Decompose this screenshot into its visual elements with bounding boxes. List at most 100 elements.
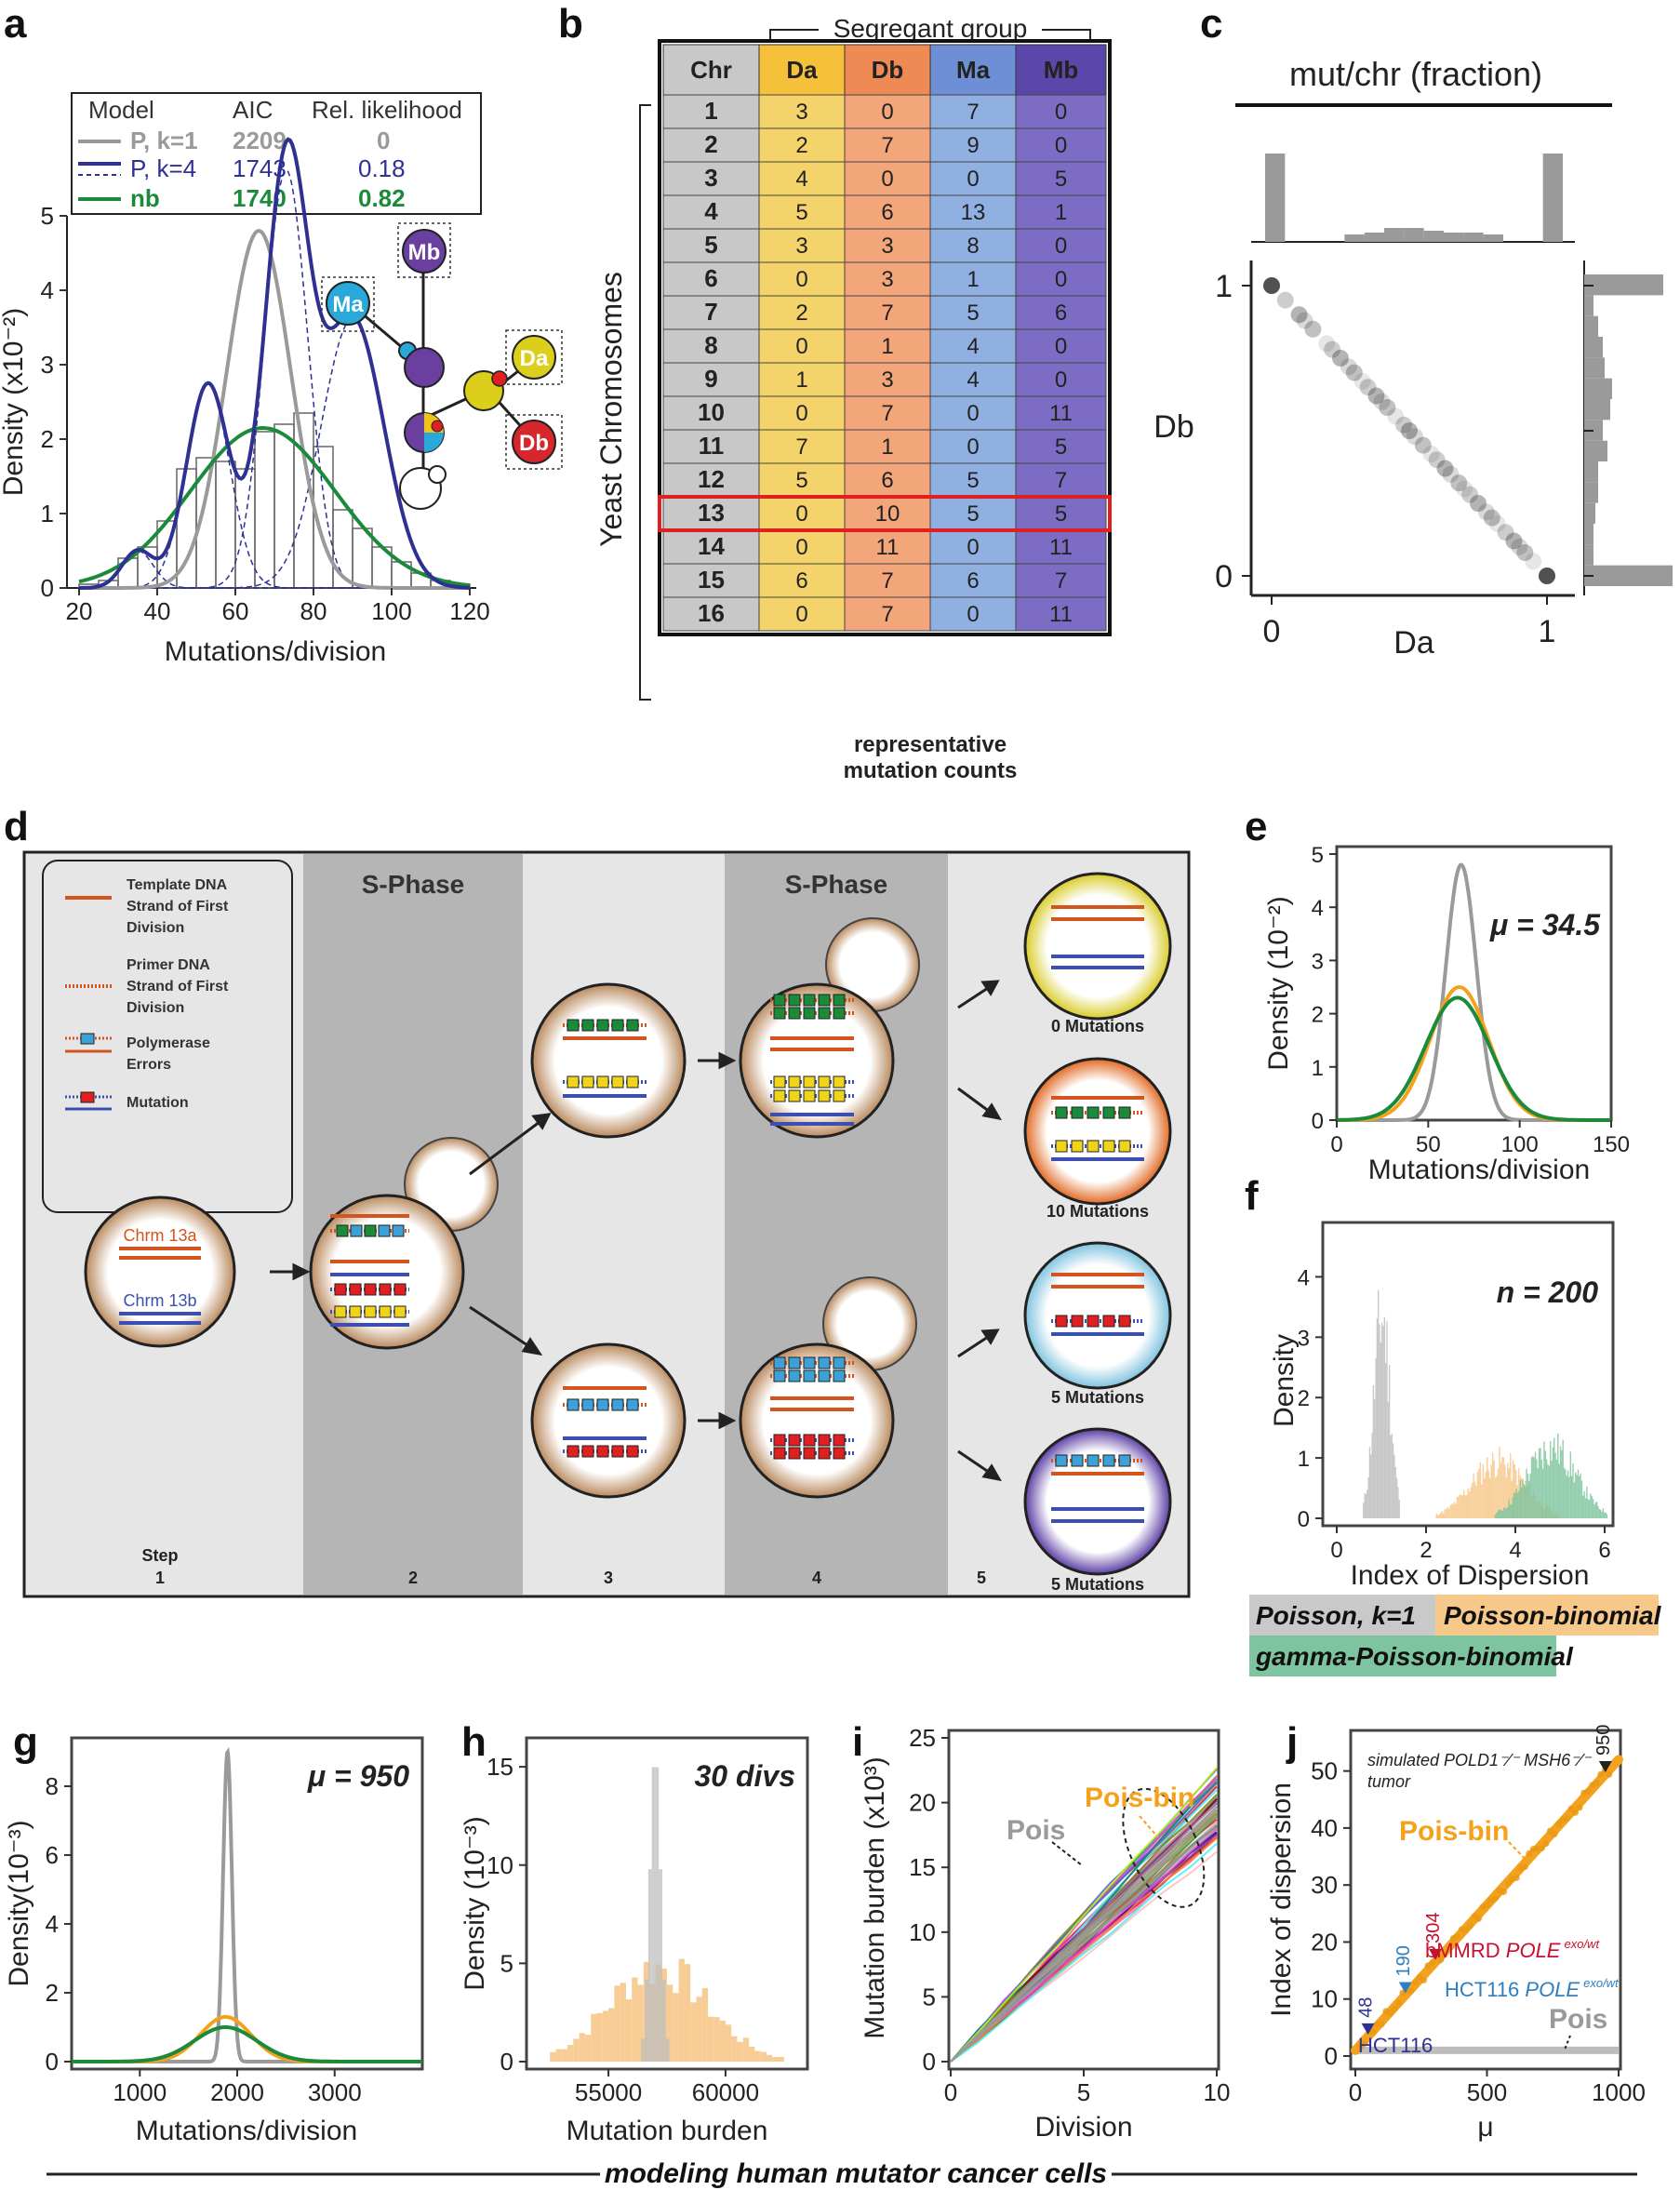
hist-bar-pbin: [579, 2033, 585, 2062]
hist-bar-gpb: [1527, 1474, 1529, 1518]
poisson-line: [950, 1827, 1218, 2063]
error-box: [567, 1075, 580, 1088]
pois-bin-point: [1407, 1986, 1415, 1994]
hist-bar-pbin: [1487, 1470, 1489, 1518]
table-cell-value: 14: [698, 532, 725, 560]
error-box: [379, 1283, 392, 1296]
table-cell: [758, 261, 846, 297]
table-cell-value: 0: [795, 501, 807, 527]
table-cell: [662, 328, 760, 364]
y-tick-label: 1: [41, 500, 54, 527]
table-cell-value: 8: [704, 331, 717, 359]
pois-bin-point: [1593, 1780, 1600, 1787]
hist-bar-pbin: [573, 2038, 580, 2062]
hist-bar-gpb: [1546, 1459, 1548, 1518]
error-box: [1102, 1454, 1115, 1467]
node-mb: [402, 229, 447, 274]
step-3: 3: [604, 1569, 613, 1587]
ylabel-e: Density (10⁻²): [1263, 896, 1294, 1071]
hist-bar-pbin: [1507, 1462, 1509, 1518]
pois-bin-point: [1412, 1979, 1420, 1986]
x-tick-label: 40: [144, 597, 171, 625]
hist-bar-pbin: [696, 1996, 702, 2062]
error-box: [788, 994, 801, 1007]
y-tick-label: 3: [1312, 949, 1324, 974]
hist-bar-gpb: [1579, 1476, 1580, 1518]
x-tick-label: 60: [222, 597, 249, 625]
error-box: [1102, 1140, 1115, 1153]
table-cell-value: 7: [881, 602, 893, 627]
table-cell-value: 1: [795, 367, 807, 393]
pois-bin-point: [1551, 1831, 1558, 1838]
hist-bar-poisson: [1386, 1321, 1388, 1518]
hist-bar-gpb: [1565, 1469, 1567, 1518]
hist-bar-gpb: [1508, 1499, 1510, 1518]
hist-bar-poisson: [655, 1767, 660, 2062]
x-tick-label: 0: [1330, 1538, 1342, 1563]
group-bracket: [769, 29, 1091, 42]
pois-bin-point: [1606, 1770, 1613, 1778]
table-cell-value: 1: [881, 334, 893, 359]
error-box: [773, 994, 786, 1007]
error-box: [1118, 1315, 1131, 1328]
node-da: [512, 335, 556, 380]
cell: [1023, 872, 1172, 1021]
hist-bar-gpb: [1501, 1510, 1504, 1518]
table-cell: [662, 429, 760, 464]
right-hist-bar: [1584, 357, 1605, 379]
table-cell: [929, 295, 1017, 330]
scatter-point: [1483, 509, 1500, 527]
y-tick-label: 5: [41, 202, 54, 230]
node-root-mix-db: [431, 420, 444, 433]
ylabel-f: Density: [1269, 1334, 1300, 1427]
xlabel-g: Mutations/division: [136, 2116, 357, 2146]
error-box: [364, 1224, 377, 1237]
legend-template-l2: Strand of First: [127, 899, 229, 915]
hist-bar-gpb: [1604, 1512, 1606, 1518]
hist-bar-pbin: [1452, 1503, 1454, 1518]
hist-bar-gpb: [1529, 1473, 1531, 1518]
hist-bar-pbin: [1508, 1467, 1511, 1518]
hist-bar-gpb: [1586, 1486, 1588, 1518]
error-box: [626, 1445, 639, 1458]
plot-e: 0 50 100 150 0 1 2 3 4 5: [1312, 843, 1630, 1157]
hist-bar-pbin: [637, 1984, 644, 2062]
legend-model-nb: nb: [130, 184, 160, 212]
hist-bar-pbin: [1513, 1464, 1515, 1518]
error-box: [1102, 1315, 1115, 1328]
hist-bar-pbin: [1468, 1491, 1471, 1518]
error-box: [818, 1007, 831, 1020]
node-label-da: Da: [520, 346, 549, 371]
table-footer-2: mutation counts: [844, 758, 1018, 783]
annotation-j-1: simulated POLD1⁻⁄⁻ MSH6⁻⁄⁻: [1367, 1751, 1593, 1769]
ylabel-h: Density (10⁻³): [460, 1816, 490, 1991]
hist-bar-gpb: [1575, 1472, 1577, 1518]
hist-bar-pbin: [1479, 1462, 1482, 1518]
x-tick-label: 10: [1204, 2078, 1231, 2106]
hist-bar-gpb: [1551, 1461, 1553, 1518]
table-cell: [662, 228, 760, 263]
y-tick-label: 2: [1298, 1386, 1310, 1411]
hist-bar-pbin: [608, 2008, 615, 2062]
curve-poisson: [1337, 862, 1611, 1122]
table-cell-value: 11: [699, 432, 725, 460]
table-cell-value: 11: [1049, 535, 1073, 560]
hist-bar-gpb: [1541, 1468, 1544, 1518]
right-hist-bar: [1584, 440, 1607, 461]
arrow-head: [981, 1102, 1002, 1121]
legend-mutation-l1: Mutation: [127, 1095, 189, 1111]
scatter-point: [1324, 341, 1341, 358]
hist-bar-pbin: [1470, 1487, 1472, 1518]
hist-bar-gpb: [1515, 1489, 1517, 1518]
hist-bar-gpb: [1561, 1449, 1563, 1518]
hist-bar-gpb: [1573, 1482, 1576, 1518]
scatter-point: [1539, 568, 1555, 584]
table-cell: [844, 328, 931, 364]
table-cell: [844, 161, 931, 196]
y-tick-label: 8: [46, 1772, 59, 1800]
plot-i: Pois Pois-bin 0 5 10 0 5 10 15 20 25: [909, 1724, 1230, 2106]
legend-primer-l1: Primer DNA: [127, 957, 210, 973]
variance-ellipse: [1122, 1787, 1206, 1908]
table-cell-value: 4: [795, 167, 807, 192]
